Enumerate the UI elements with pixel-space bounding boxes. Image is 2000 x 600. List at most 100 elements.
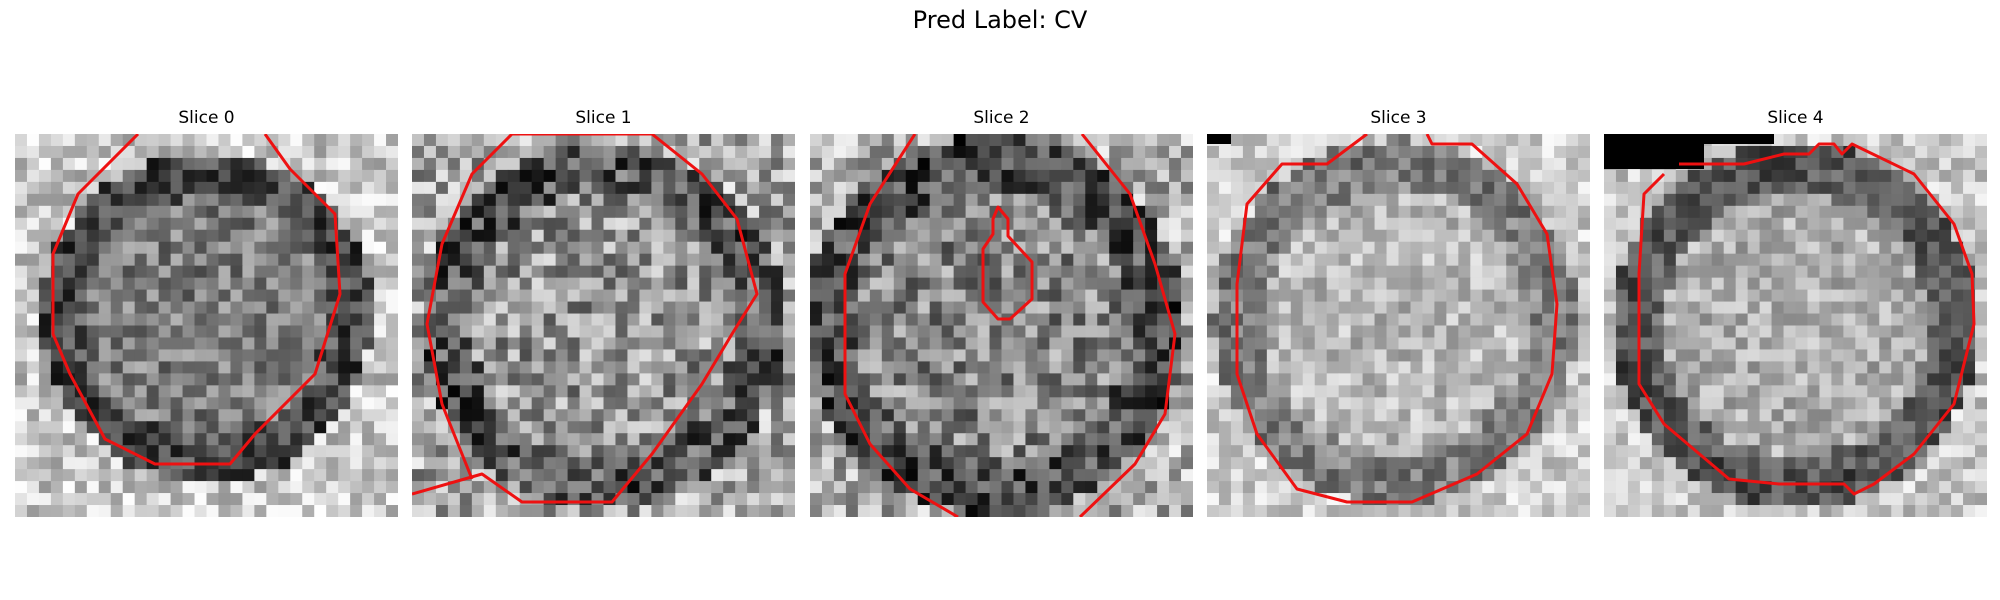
image-pixel	[1242, 433, 1256, 446]
image-pixel	[965, 373, 979, 386]
image-pixel	[290, 337, 303, 351]
image-pixel	[555, 277, 569, 291]
image-pixel	[1410, 325, 1424, 339]
image-pixel	[1207, 289, 1220, 303]
image-pixel	[1278, 169, 1292, 183]
image-pixel	[639, 169, 652, 183]
image-pixel	[459, 217, 473, 231]
image-pixel	[1133, 134, 1146, 147]
image-pixel	[1338, 205, 1352, 219]
image-pixel	[1266, 301, 1280, 315]
image-pixel	[350, 313, 363, 327]
image-pixel	[412, 193, 425, 207]
image-pixel	[1951, 421, 1964, 434]
image-pixel	[1675, 301, 1689, 315]
image-pixel	[1266, 409, 1280, 422]
image-pixel	[122, 253, 136, 267]
image-pixel	[170, 265, 184, 279]
image-pixel	[1867, 289, 1880, 303]
image-pixel	[1867, 361, 1880, 374]
image-pixel	[471, 134, 485, 147]
image-pixel	[1651, 421, 1665, 434]
image-pixel	[38, 457, 52, 470]
image-pixel	[639, 277, 652, 291]
image-pixel	[735, 397, 748, 410]
image-pixel	[1037, 397, 1050, 410]
image-pixel	[977, 169, 991, 183]
image-pixel	[905, 409, 919, 422]
image-pixel	[1326, 241, 1340, 255]
image-pixel	[1362, 181, 1376, 195]
image-pixel	[206, 253, 220, 267]
image-pixel	[290, 469, 303, 482]
image-pixel	[1604, 385, 1617, 398]
image-pixel	[1771, 301, 1785, 315]
image-pixel	[1374, 217, 1388, 231]
image-pixel	[929, 181, 943, 195]
image-pixel	[1290, 229, 1304, 243]
image-pixel	[218, 157, 232, 171]
image-pixel	[146, 493, 160, 506]
image-pixel	[1254, 277, 1268, 291]
image-pixel	[1554, 409, 1567, 422]
image-pixel	[1278, 313, 1292, 327]
image-pixel	[1879, 253, 1892, 267]
image-pixel	[1807, 385, 1821, 398]
image-pixel	[1145, 325, 1158, 339]
image-pixel	[953, 193, 967, 207]
image-pixel	[1831, 217, 1844, 231]
image-pixel	[603, 169, 617, 183]
image-pixel	[134, 397, 148, 410]
image-pixel	[810, 361, 823, 374]
image-pixel	[230, 145, 244, 159]
image-pixel	[507, 409, 521, 422]
image-pixel	[1879, 277, 1892, 291]
image-pixel	[1109, 241, 1122, 255]
image-pixel	[1711, 277, 1725, 291]
image-pixel	[1001, 134, 1015, 147]
image-pixel	[1049, 253, 1062, 267]
image-pixel	[1578, 337, 1590, 351]
image-pixel	[1278, 445, 1292, 458]
image-pixel	[1518, 145, 1531, 159]
image-pixel	[651, 505, 664, 517]
image-pixel	[845, 205, 859, 219]
image-pixel	[1386, 157, 1400, 171]
image-pixel	[254, 349, 267, 363]
image-pixel	[687, 349, 700, 363]
image-pixel	[302, 193, 315, 207]
image-pixel	[1771, 181, 1785, 195]
image-pixel	[326, 265, 339, 279]
image-pixel	[771, 301, 784, 315]
image-pixel	[326, 169, 339, 183]
image-pixel	[1290, 217, 1304, 231]
image-pixel	[663, 481, 676, 494]
image-pixel	[1326, 253, 1340, 267]
image-pixel	[1350, 157, 1364, 171]
image-pixel	[1604, 205, 1617, 219]
image-pixel	[1049, 337, 1062, 351]
image-pixel	[627, 397, 641, 410]
image-pixel	[1651, 229, 1665, 243]
image-pixel	[579, 217, 593, 231]
image-pixel	[1747, 193, 1761, 207]
image-pixel	[1097, 337, 1110, 351]
image-pixel	[1771, 457, 1785, 470]
image-pixel	[507, 205, 521, 219]
image-pixel	[495, 265, 509, 279]
image-pixel	[1374, 469, 1388, 482]
image-pixel	[1302, 385, 1316, 398]
image-pixel	[747, 493, 760, 506]
image-pixel	[977, 134, 991, 147]
image-pixel	[1085, 289, 1098, 303]
image-pixel	[1615, 193, 1629, 207]
image-pixel	[735, 349, 748, 363]
image-pixel	[663, 505, 676, 517]
image-pixel	[302, 205, 315, 219]
image-pixel	[1723, 289, 1737, 303]
image-pixel	[1338, 505, 1352, 517]
image-pixel	[929, 301, 943, 315]
image-pixel	[350, 241, 363, 255]
image-pixel	[1001, 481, 1015, 494]
image-pixel	[759, 349, 772, 363]
